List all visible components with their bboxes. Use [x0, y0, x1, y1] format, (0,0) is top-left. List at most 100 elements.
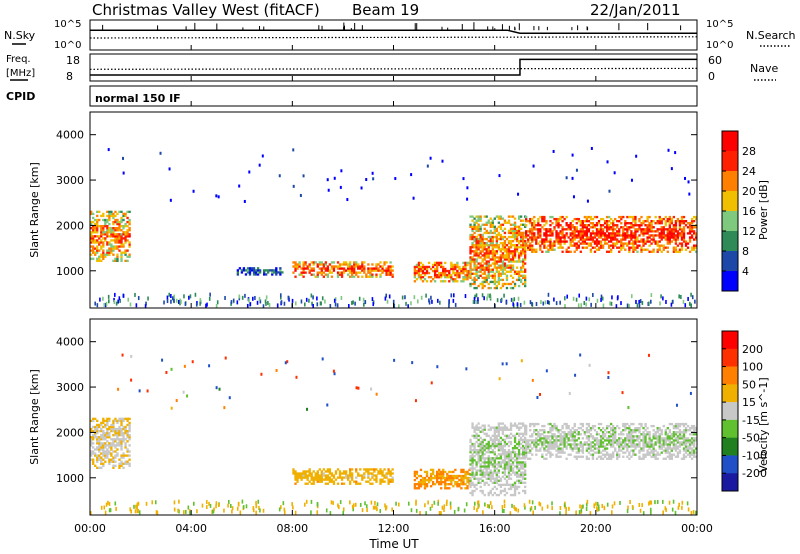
power-cell — [431, 278, 435, 281]
power-cell — [559, 242, 562, 245]
power-cell — [296, 267, 299, 270]
power-cell — [513, 248, 517, 251]
power-cell — [557, 236, 560, 239]
velocity-cell — [94, 417, 97, 421]
velocity-cell — [503, 424, 507, 427]
velocity-cell — [603, 449, 607, 452]
power-cell — [567, 224, 570, 227]
velocity-cell — [587, 451, 591, 454]
power-cell — [353, 261, 356, 264]
power-cell — [394, 177, 397, 181]
power-cell — [549, 215, 552, 219]
power-cell — [320, 263, 323, 266]
power-cell — [265, 269, 268, 272]
power-cell — [575, 234, 578, 237]
velocity-cell — [573, 445, 576, 448]
power-cell — [634, 246, 637, 249]
power-cell — [680, 222, 684, 225]
power-cell — [294, 301, 297, 306]
velocity-cell — [479, 455, 482, 458]
velocity-cell — [609, 426, 613, 430]
velocity-cell — [614, 433, 617, 436]
velocity-cell — [493, 426, 496, 429]
power-cell — [108, 231, 111, 234]
velocity-cell — [483, 459, 486, 462]
velocity-cell — [466, 478, 469, 482]
power-cell — [466, 197, 469, 201]
power-cell — [567, 250, 570, 253]
power-cell — [620, 238, 623, 241]
power-cell — [690, 219, 694, 223]
velocity-cell — [589, 443, 593, 446]
power-cell — [618, 219, 621, 223]
power-cell — [312, 263, 315, 266]
velocity-cell — [110, 429, 113, 433]
power-cell — [464, 263, 467, 267]
velocity-cell — [535, 445, 538, 448]
velocity-cell — [104, 510, 107, 515]
velocity-cell — [487, 477, 490, 480]
power-cell — [668, 228, 671, 231]
power-cell — [258, 163, 261, 167]
power-cell — [487, 282, 490, 286]
power-cell — [565, 224, 568, 227]
power-ytick-label: 4000 — [56, 129, 84, 142]
velocity-cell — [524, 465, 527, 468]
velocity-cell — [616, 453, 619, 456]
power-cell — [460, 269, 463, 273]
velocity-cell — [92, 419, 95, 423]
power-cell — [586, 199, 589, 203]
power-cell — [516, 302, 519, 307]
power-cell — [90, 249, 93, 252]
power-cell — [585, 219, 589, 223]
velocity-cell — [330, 478, 334, 481]
velocity-cell — [102, 448, 105, 451]
velocity-cell — [581, 504, 583, 509]
velocity-cell — [330, 500, 333, 505]
power-cell — [577, 232, 580, 235]
power-cell — [670, 222, 674, 225]
power-cell — [471, 282, 474, 286]
power-cell — [505, 282, 509, 286]
power-cell — [670, 234, 674, 237]
power-cell — [533, 248, 536, 251]
power-cell — [367, 267, 370, 270]
velocity-cell — [573, 439, 576, 442]
velocity-cell — [517, 479, 521, 482]
velocity-cell — [503, 426, 507, 429]
power-cell — [642, 222, 645, 225]
power-cell — [107, 148, 110, 152]
nsearch-tick-high: 10^5 — [706, 19, 733, 30]
power-cell — [634, 240, 637, 243]
velocity-cell — [481, 448, 484, 452]
velocity-cell — [688, 453, 692, 456]
power-cell — [672, 248, 676, 251]
velocity-cell — [612, 441, 615, 444]
power-cell — [357, 267, 360, 270]
velocity-cell — [513, 471, 517, 474]
velocity-cell — [549, 429, 552, 432]
velocity-cell — [686, 501, 689, 506]
velocity-cell — [96, 423, 99, 427]
velocity-cell — [654, 437, 657, 440]
velocity-cell — [654, 443, 657, 446]
power-cell — [116, 255, 119, 258]
power-cell — [483, 244, 486, 247]
power-cell — [537, 230, 540, 233]
velocity-cell — [417, 485, 421, 488]
velocity-cell — [330, 480, 334, 483]
power-cell — [517, 217, 521, 220]
power-cell — [589, 248, 593, 251]
velocity-cell — [435, 478, 439, 482]
velocity-cell — [569, 453, 572, 456]
power-cell — [348, 265, 352, 268]
power-cell — [539, 228, 542, 231]
power-cell — [634, 232, 637, 235]
velocity-cell — [94, 431, 97, 435]
velocity-cell — [338, 476, 342, 479]
velocity-cell — [507, 453, 511, 456]
nave-label: Nave — [750, 62, 778, 75]
velocity-cell — [511, 469, 515, 472]
velocity-cell — [106, 456, 109, 459]
power-cell — [572, 296, 575, 301]
